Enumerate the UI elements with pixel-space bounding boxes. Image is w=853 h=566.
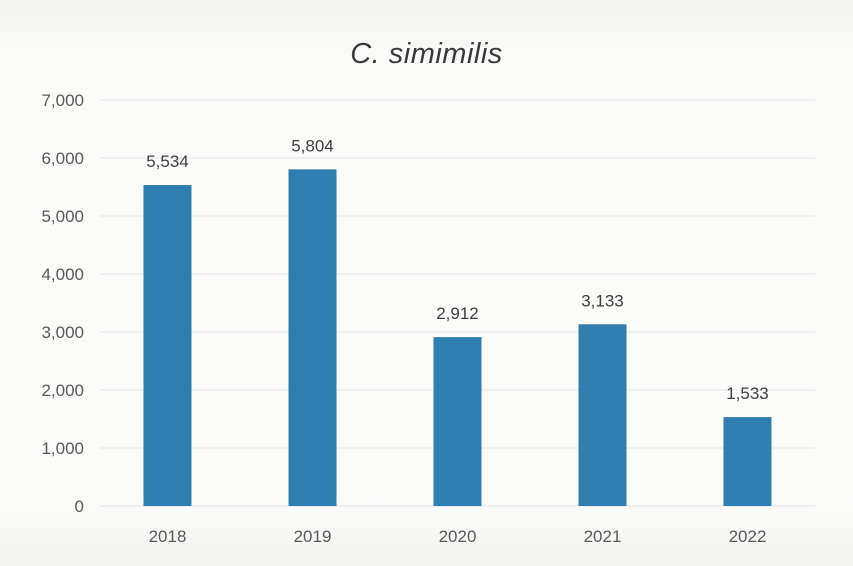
y-tick-label: 1,000 — [41, 439, 84, 458]
y-tick-label: 4,000 — [41, 265, 84, 284]
x-tick-label: 2019 — [294, 527, 332, 546]
y-tick-label: 7,000 — [41, 91, 84, 110]
data-labels: 5,534 5,804 2,912 3,133 1,533 — [146, 136, 769, 403]
chart-title: C. simimilis — [350, 38, 503, 70]
x-tick-label: 2020 — [439, 527, 477, 546]
y-tick-label: 0 — [75, 497, 84, 516]
data-label: 5,534 — [146, 152, 189, 171]
x-axis-ticks: 2018 2019 2020 2021 2022 — [149, 527, 767, 546]
data-label: 2,912 — [436, 304, 479, 323]
y-tick-label: 2,000 — [41, 381, 84, 400]
bar — [433, 337, 482, 506]
y-tick-label: 6,000 — [41, 149, 84, 168]
data-label: 1,533 — [726, 384, 769, 403]
y-tick-label: 3,000 — [41, 323, 84, 342]
x-tick-label: 2018 — [149, 527, 187, 546]
x-tick-label: 2021 — [584, 527, 622, 546]
data-label: 5,804 — [291, 136, 334, 155]
y-axis-ticks: 0 1,000 2,000 3,000 4,000 5,000 6,000 7,000 — [41, 91, 84, 516]
bars — [143, 169, 772, 507]
data-label: 3,133 — [581, 291, 624, 310]
y-tick-label: 5,000 — [41, 207, 84, 226]
bar — [288, 169, 337, 507]
bar — [723, 417, 772, 506]
bar — [578, 324, 627, 506]
x-tick-label: 2022 — [729, 527, 767, 546]
bar — [143, 185, 192, 506]
